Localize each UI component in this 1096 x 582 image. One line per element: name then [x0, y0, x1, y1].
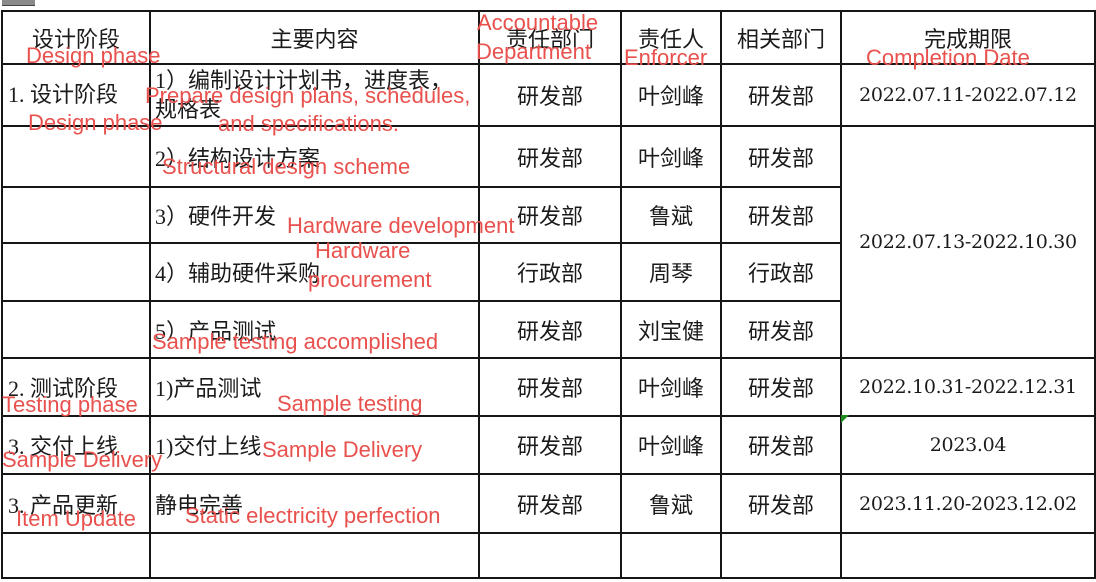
table-row: 3）硬件开发 研发部 鲁斌 研发部	[1, 186, 1095, 244]
table-row-empty	[1, 532, 1096, 579]
cell-related: 研发部	[720, 357, 842, 417]
cell-date-merged: 2022.07.13-2022.10.30	[840, 125, 1096, 359]
table-row: 3. 交付上线 1)交付上线 研发部 叶剑峰 研发部 2023.04	[1, 415, 1096, 475]
annotation-static-electricity: Static electricity perfection	[185, 503, 441, 528]
annotation-accountable: Accountable	[477, 10, 599, 35]
cell-phase	[1, 125, 151, 188]
cell-content-line1: 1）编制设计计划书，进度表，	[155, 68, 453, 93]
cell-dept: 研发部	[478, 473, 622, 534]
cell-dept: 研发部	[478, 357, 622, 417]
cell-related: 研发部	[720, 300, 842, 359]
header-row: 设计阶段 主要内容 责任部门 责任人 相关部门 完成期限	[1, 10, 1096, 65]
annotation-procurement: procurement	[308, 267, 432, 292]
table-row: 5）产品测试 研发部 刘宝健 研发部	[1, 300, 1095, 359]
cell-person: 鲁斌	[620, 186, 722, 244]
cell-content: 4）辅助硬件采购	[149, 242, 480, 302]
cell-person: 叶剑峰	[620, 125, 722, 188]
cell-empty	[840, 532, 1096, 579]
annotation-header-design-phase: Design phase	[26, 43, 161, 68]
cell-content-line2: 规格表	[155, 97, 222, 122]
comment-marker-icon	[841, 415, 849, 423]
cell-content: 静电完善	[149, 473, 480, 534]
table-row: 2）结构设计方案 研发部 叶剑峰 研发部 2022.07.13-2022.10.…	[1, 125, 1096, 359]
cell-phase	[1, 242, 151, 302]
cell-dept: 研发部	[478, 415, 622, 475]
cell-related: 行政部	[720, 242, 842, 302]
cell-content: 3）硬件开发	[149, 186, 480, 244]
cell-related: 研发部	[720, 186, 842, 244]
header-related-dept: 相关部门	[720, 10, 842, 65]
cell-empty	[149, 532, 480, 579]
cell-dept: 研发部	[478, 300, 622, 359]
cell-date: 2023.11.20-2023.12.02	[840, 473, 1096, 534]
cell-person: 叶剑峰	[620, 357, 722, 417]
header-accountable-dept: 责任部门	[478, 10, 622, 65]
cell-empty	[620, 532, 722, 579]
table-row: 4）辅助硬件采购 行政部 周琴 行政部	[1, 242, 1095, 302]
annotation-hardware: Hardware	[315, 238, 411, 263]
annotation-department: Department	[476, 39, 591, 64]
cell-phase: 2. 测试阶段	[1, 357, 151, 417]
annotation-sample-testing-accomplished: Sample testing accomplished	[152, 329, 439, 354]
table-row: 1. 设计阶段 1）编制设计计划书，进度表， 规格表 研发部 叶剑峰 研发部 2…	[1, 63, 1096, 127]
annotation-sample-delivery-content: Sample Delivery	[262, 437, 423, 462]
cell-dept: 研发部	[478, 63, 622, 127]
annotation-sample-delivery-phase: Sample Delivery	[2, 447, 163, 472]
cell-related: 研发部	[720, 473, 842, 534]
cell-phase: 1. 设计阶段	[1, 63, 151, 127]
cell-person: 刘宝健	[620, 300, 722, 359]
cell-dept: 研发部	[478, 186, 622, 244]
cell-phase: 3. 产品更新	[1, 473, 151, 534]
cell-dept: 行政部	[478, 242, 622, 302]
annotation-structural-design: Structural design scheme	[162, 154, 411, 179]
cell-dept: 研发部	[478, 125, 622, 188]
cell-phase: 3. 交付上线	[1, 415, 151, 475]
cell-person: 鲁斌	[620, 473, 722, 534]
cell-content: 5）产品测试	[149, 300, 480, 359]
cell-empty	[1, 532, 151, 579]
cell-date: 2022.10.31-2022.12.31	[840, 357, 1096, 417]
cell-content: 2）结构设计方案	[149, 125, 480, 188]
screen-edge-fragment	[2, 0, 35, 6]
cell-phase	[1, 300, 151, 359]
cell-related: 研发部	[720, 125, 842, 188]
cell-date: 2022.07.11-2022.07.12	[840, 63, 1096, 127]
annotation-completion-date: Completion Date	[866, 45, 1030, 70]
annotation-prepare-line2: and specifications.	[218, 111, 399, 136]
cell-related: 研发部	[720, 415, 842, 475]
cell-person: 叶剑峰	[620, 63, 722, 127]
annotation-sample-testing: Sample testing	[277, 391, 423, 416]
cell-person: 周琴	[620, 242, 722, 302]
annotation-enforcer: Enforcer	[624, 45, 708, 70]
cell-content: 1)产品测试	[149, 357, 480, 417]
project-schedule-table: 设计阶段 主要内容 责任部门 责任人 相关部门 完成期限 1. 设计阶段 1）编…	[1, 10, 1096, 579]
cell-date: 2023.04	[840, 415, 1096, 475]
header-enforcer: 责任人	[620, 10, 722, 65]
annotation-testing-phase: Testing phase	[2, 392, 138, 417]
annotation-row1-design-phase: Design phase	[28, 110, 163, 135]
cell-content: 1）编制设计计划书，进度表， 规格表	[149, 63, 480, 127]
annotation-prepare-line1: Prepare design plans, schedules,	[145, 83, 471, 108]
cell-content: 1)交付上线	[149, 415, 480, 475]
cell-empty	[478, 532, 622, 579]
table-row: 3. 产品更新 静电完善 研发部 鲁斌 研发部 2023.11.20-2023.…	[1, 473, 1096, 534]
header-completion-date: 完成期限	[840, 10, 1096, 65]
cell-related: 研发部	[720, 63, 842, 127]
header-design-phase: 设计阶段	[1, 10, 151, 65]
cell-phase	[1, 186, 151, 244]
header-main-content: 主要内容	[149, 10, 480, 65]
annotation-item-update: Item Update	[16, 506, 136, 531]
annotation-hardware-development: Hardware development	[287, 213, 515, 238]
table-row: 2. 测试阶段 1)产品测试 研发部 叶剑峰 研发部 2022.10.31-20…	[1, 357, 1096, 417]
cell-person: 叶剑峰	[620, 415, 722, 475]
cell-empty	[720, 532, 842, 579]
